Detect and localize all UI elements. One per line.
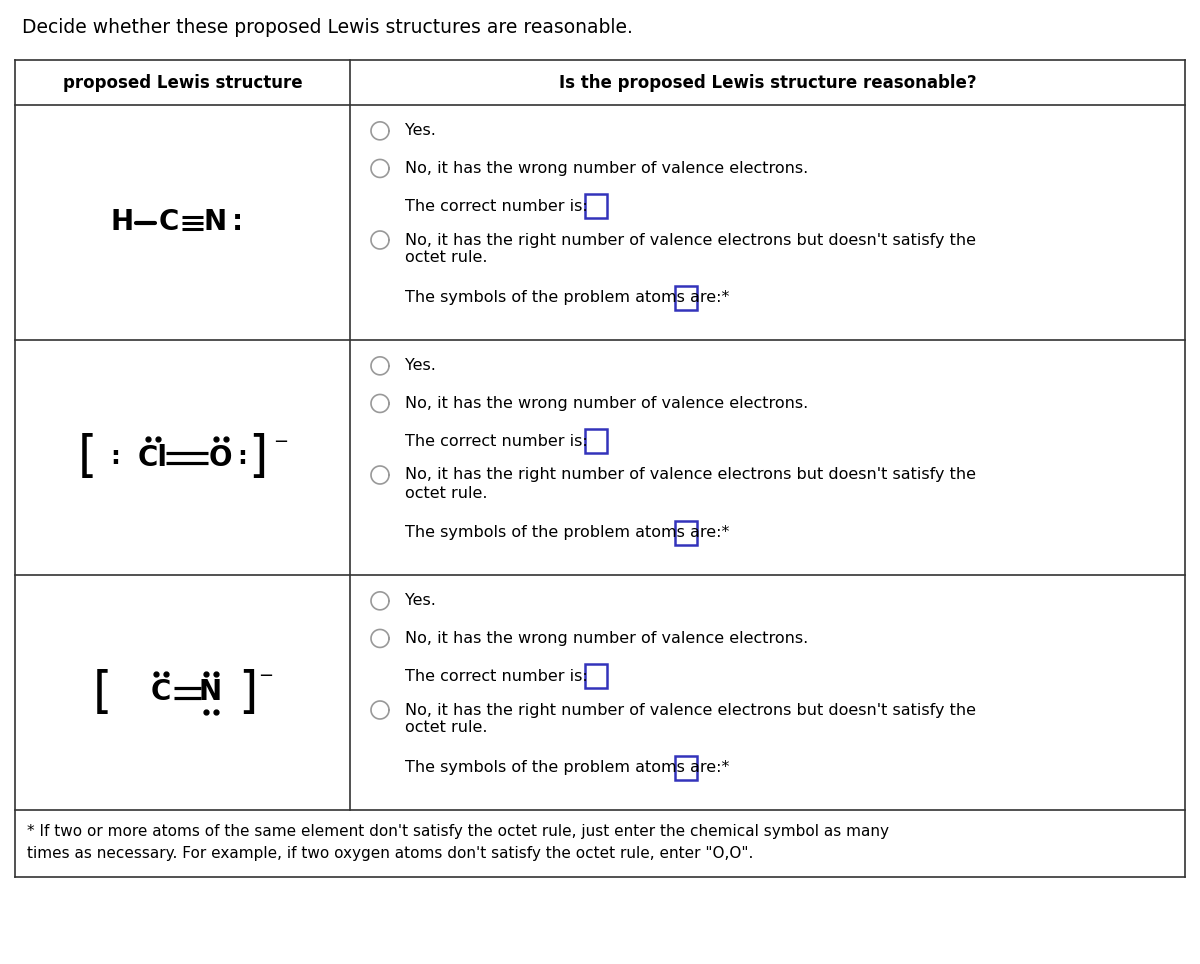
Text: C: C <box>158 208 179 236</box>
Bar <box>674 285 697 309</box>
Text: −: − <box>272 433 288 450</box>
Text: ]: ] <box>248 434 268 481</box>
Text: −: − <box>258 667 274 685</box>
Text: Yes.: Yes. <box>406 594 436 608</box>
Text: C: C <box>150 679 170 707</box>
Text: H: H <box>110 208 134 236</box>
Text: No, it has the wrong number of valence electrons.: No, it has the wrong number of valence e… <box>406 396 809 411</box>
Text: No, it has the wrong number of valence electrons.: No, it has the wrong number of valence e… <box>406 161 809 176</box>
Bar <box>586 664 607 688</box>
Text: times as necessary. For example, if two oxygen atoms don't satisfy the octet rul: times as necessary. For example, if two … <box>28 846 754 861</box>
Text: Yes.: Yes. <box>406 123 436 139</box>
Text: No, it has the right number of valence electrons but doesn't satisfy the: No, it has the right number of valence e… <box>406 232 976 248</box>
Text: Is the proposed Lewis structure reasonable?: Is the proposed Lewis structure reasonab… <box>559 73 977 92</box>
Text: octet rule.: octet rule. <box>406 486 487 500</box>
Text: No, it has the right number of valence electrons but doesn't satisfy the: No, it has the right number of valence e… <box>406 468 976 483</box>
Bar <box>674 521 697 545</box>
Text: No, it has the right number of valence electrons but doesn't satisfy the: No, it has the right number of valence e… <box>406 703 976 717</box>
Text: [: [ <box>78 434 97 481</box>
Text: [: [ <box>92 668 113 716</box>
Text: Cl: Cl <box>138 443 168 471</box>
Text: octet rule.: octet rule. <box>406 251 487 265</box>
Text: :: : <box>232 208 244 236</box>
Text: The symbols of the problem atoms are:*: The symbols of the problem atoms are:* <box>406 761 730 775</box>
Bar <box>586 429 607 453</box>
Text: Yes.: Yes. <box>406 359 436 373</box>
Text: * If two or more atoms of the same element don't satisfy the octet rule, just en: * If two or more atoms of the same eleme… <box>28 824 889 839</box>
Text: :: : <box>110 445 120 469</box>
Text: The symbols of the problem atoms are:*: The symbols of the problem atoms are:* <box>406 525 730 540</box>
Text: The correct number is:: The correct number is: <box>406 199 588 214</box>
Text: The correct number is:: The correct number is: <box>406 669 588 683</box>
Text: Decide whether these proposed Lewis structures are reasonable.: Decide whether these proposed Lewis stru… <box>22 18 632 37</box>
Text: The symbols of the problem atoms are:*: The symbols of the problem atoms are:* <box>406 290 730 306</box>
Text: The correct number is:: The correct number is: <box>406 434 588 448</box>
Text: proposed Lewis structure: proposed Lewis structure <box>62 73 302 92</box>
Text: ]: ] <box>238 668 257 716</box>
Text: N: N <box>199 679 222 707</box>
Text: O: O <box>209 443 233 471</box>
Bar <box>674 756 697 780</box>
Text: No, it has the wrong number of valence electrons.: No, it has the wrong number of valence e… <box>406 631 809 646</box>
Text: octet rule.: octet rule. <box>406 720 487 736</box>
Bar <box>586 194 607 218</box>
Text: N: N <box>204 208 227 236</box>
Text: :: : <box>238 445 247 469</box>
